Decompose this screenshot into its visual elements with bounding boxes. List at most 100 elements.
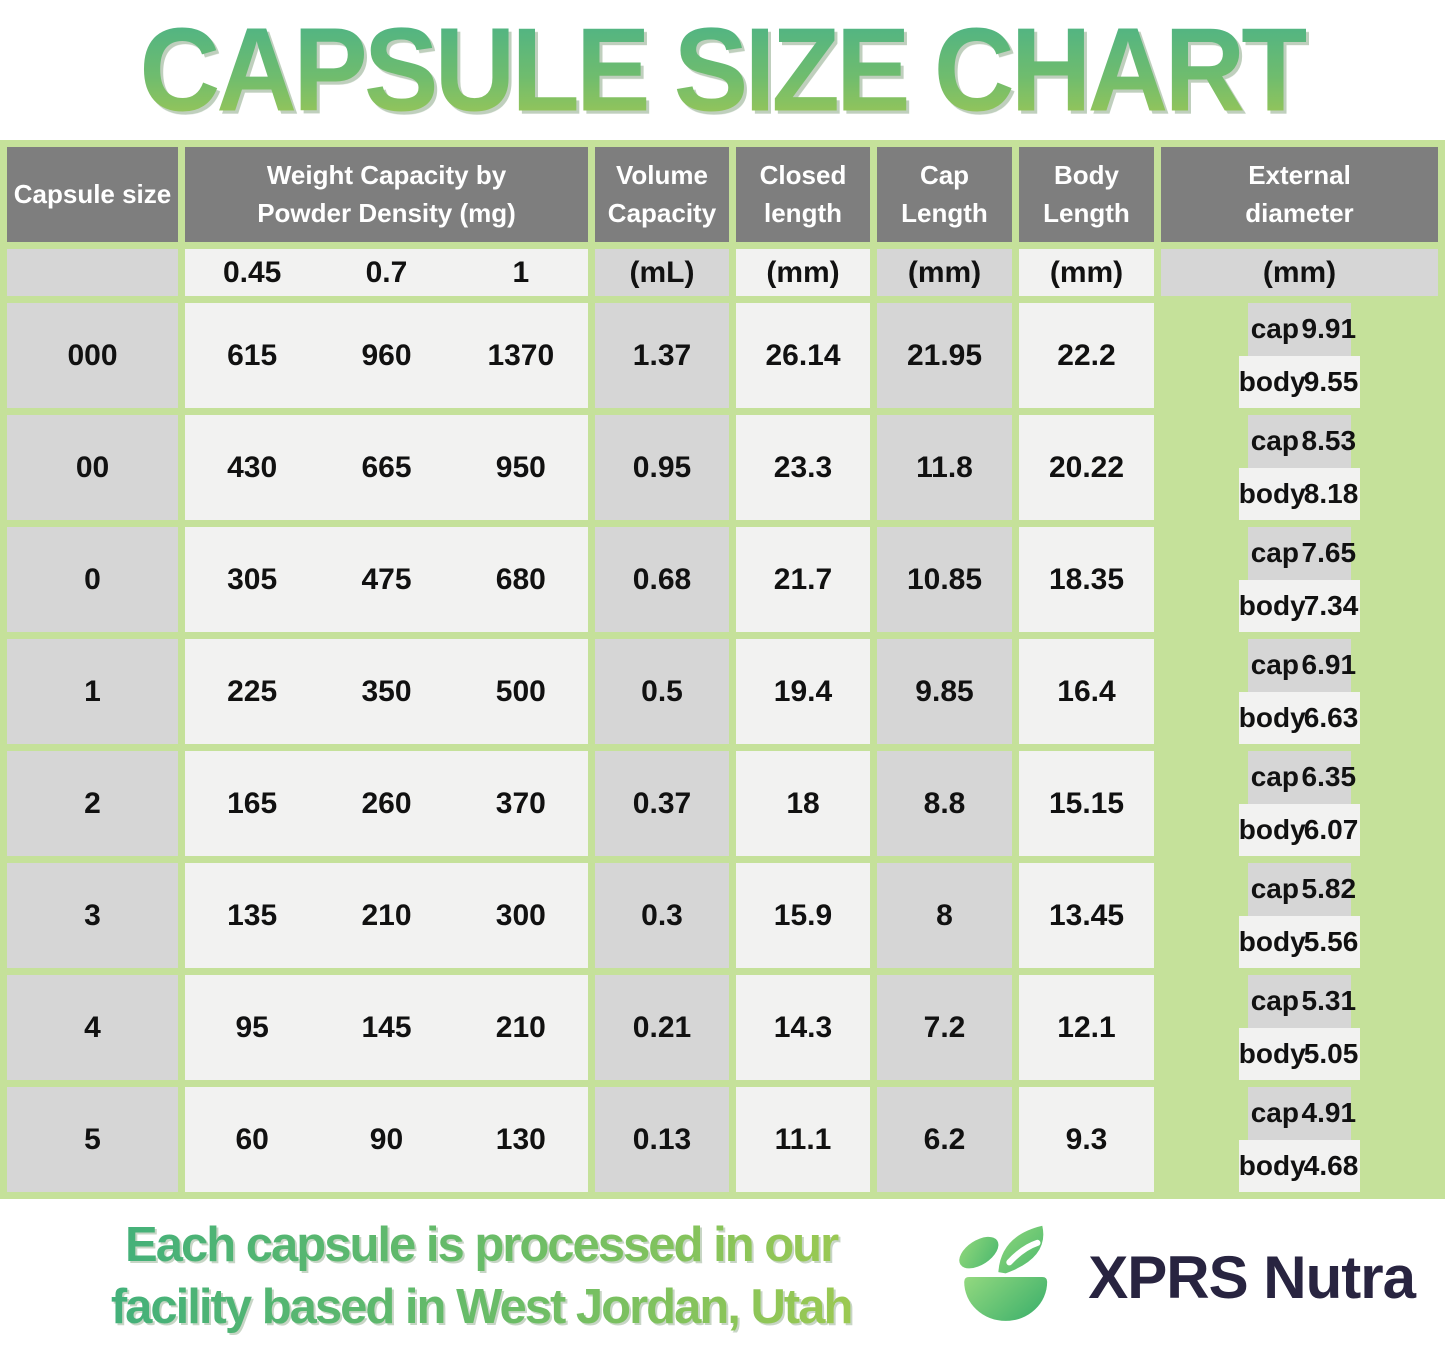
cap-length-cell: 7.2 xyxy=(877,975,1012,1080)
capsule-size-cell: 00 xyxy=(7,415,178,520)
page-title: CAPSULE SIZE CHART xyxy=(139,3,1309,136)
weight-value: 95 xyxy=(235,1010,269,1044)
weight-value: 430 xyxy=(227,450,278,484)
header-closed-length: Closed length xyxy=(736,147,870,242)
cap-length-cell: 11.8 xyxy=(877,415,1012,520)
weight-capacity-cell: 225 350 500 xyxy=(185,639,588,744)
weight-capacity-cell: 305 475 680 xyxy=(185,527,588,632)
weight-value: 130 xyxy=(495,1122,546,1156)
table-header-row: Capsule size Weight Capacity by Powder D… xyxy=(7,147,1438,242)
header-external-diameter: External diameter xyxy=(1161,147,1438,242)
external-diameter-body: body 6.07 xyxy=(1238,803,1361,856)
external-diameter-cell: cap 4.91 body 4.68 xyxy=(1161,1087,1438,1192)
ext-value: 4.91 xyxy=(1301,1097,1357,1129)
ext-value: 8.18 xyxy=(1303,477,1359,509)
ext-value: 6.63 xyxy=(1303,701,1359,733)
body-length-cell: 18.35 xyxy=(1019,527,1154,632)
weight-value: 210 xyxy=(495,1010,546,1044)
cap-length-cell: 9.85 xyxy=(877,639,1012,744)
weight-value: 145 xyxy=(361,1010,412,1044)
ext-label: body xyxy=(1238,925,1306,957)
header-weight-capacity: Weight Capacity by Powder Density (mg) xyxy=(185,147,588,242)
weight-value: 475 xyxy=(361,562,412,596)
cap-length-cell: 8 xyxy=(877,863,1012,968)
cap-length-cell: 21.95 xyxy=(877,303,1012,408)
table-row-size-1: 1 225 350 500 0.5 19.4 9.85 16.4 cap 6.91 body 6.63 xyxy=(7,639,1438,744)
units-closed-cell: (mm) xyxy=(736,249,870,296)
volume-capacity-cell: 0.68 xyxy=(595,527,729,632)
ext-label: cap xyxy=(1250,985,1299,1017)
weight-value: 370 xyxy=(495,786,546,820)
weight-value: 350 xyxy=(361,674,412,708)
ext-label: body xyxy=(1238,701,1306,733)
weight-value: 135 xyxy=(227,898,278,932)
units-density-cell: 0.45 0.7 1 xyxy=(185,249,588,296)
ext-label: body xyxy=(1238,365,1306,397)
external-diameter-cell: cap 7.65 body 7.34 xyxy=(1161,527,1438,632)
closed-length-cell: 11.1 xyxy=(736,1087,870,1192)
units-cap-cell: (mm) xyxy=(877,249,1012,296)
volume-capacity-cell: 0.95 xyxy=(595,415,729,520)
header-volume-capacity: Volume Capacity xyxy=(595,147,729,242)
ext-label: body xyxy=(1238,477,1306,509)
table-row-size-00: 00 430 665 950 0.95 23.3 11.8 20.22 cap 8.53 body 8… xyxy=(7,415,1438,520)
external-diameter-body: body 4.68 xyxy=(1238,1139,1361,1192)
capsule-size-cell: 3 xyxy=(7,863,178,968)
weight-capacity-cell: 430 665 950 xyxy=(185,415,588,520)
header-body-length: Body Length xyxy=(1019,147,1154,242)
units-body-cell: (mm) xyxy=(1019,249,1154,296)
weight-value: 300 xyxy=(495,898,546,932)
brand-name: XPRS Nutra xyxy=(1088,1243,1416,1311)
weight-capacity-cell: 60 90 130 xyxy=(185,1087,588,1192)
closed-length-cell: 21.7 xyxy=(736,527,870,632)
table-row-size-3: 3 135 210 300 0.3 15.9 8 13.45 cap 5.82 body 5.56 xyxy=(7,863,1438,968)
ext-value: 8.53 xyxy=(1301,425,1357,457)
weight-value: 1370 xyxy=(487,338,555,372)
table-row-size-000: 000 615 960 1370 1.37 26.14 21.95 22.2 cap 9.91 bo… xyxy=(7,303,1438,408)
table-row-size-4: 4 95 145 210 0.21 14.3 7.2 12.1 cap 5.31 body 5.05 xyxy=(7,975,1438,1080)
volume-capacity-cell: 1.37 xyxy=(595,303,729,408)
external-diameter-cell: cap 6.35 body 6.07 xyxy=(1161,751,1438,856)
volume-capacity-cell: 0.5 xyxy=(595,639,729,744)
volume-capacity-cell: 0.13 xyxy=(595,1087,729,1192)
ext-value: 6.35 xyxy=(1301,761,1357,793)
ext-value: 5.05 xyxy=(1303,1037,1359,1069)
weight-value: 680 xyxy=(495,562,546,596)
ext-value: 5.56 xyxy=(1303,925,1359,957)
closed-length-cell: 18 xyxy=(736,751,870,856)
units-empty-cell xyxy=(7,249,178,296)
body-length-cell: 12.1 xyxy=(1019,975,1154,1080)
external-diameter-cap: cap 5.82 xyxy=(1248,863,1356,916)
ext-label: cap xyxy=(1250,313,1299,345)
external-diameter-body: body 9.55 xyxy=(1238,355,1361,408)
weight-value: 60 xyxy=(235,1122,269,1156)
tagline-line-1: Each capsule is processed in our xyxy=(125,1218,838,1273)
weight-value: 260 xyxy=(361,786,412,820)
external-diameter-cap: cap 6.91 xyxy=(1248,639,1357,692)
ext-value: 7.65 xyxy=(1301,537,1357,569)
body-length-cell: 16.4 xyxy=(1019,639,1154,744)
cap-length-cell: 10.85 xyxy=(877,527,1012,632)
units-external-cell: (mm) xyxy=(1161,249,1438,296)
header-cap-length: Cap Length xyxy=(877,147,1012,242)
ext-value: 9.91 xyxy=(1301,313,1357,345)
external-diameter-cap: cap 9.91 xyxy=(1248,303,1357,356)
brand-logo: XPRS Nutra xyxy=(952,1216,1416,1338)
ext-value: 7.34 xyxy=(1303,589,1359,621)
ext-value: 6.91 xyxy=(1301,649,1357,681)
external-diameter-cap: cap 6.35 xyxy=(1248,751,1357,804)
capsule-size-table: Capsule size Weight Capacity by Powder D… xyxy=(0,140,1445,1199)
ext-label: cap xyxy=(1250,537,1299,569)
volume-capacity-cell: 0.3 xyxy=(595,863,729,968)
closed-length-cell: 15.9 xyxy=(736,863,870,968)
closed-length-cell: 19.4 xyxy=(736,639,870,744)
table-row-size-0: 0 305 475 680 0.68 21.7 10.85 18.35 cap 7.65 body 7… xyxy=(7,527,1438,632)
ext-label: cap xyxy=(1250,761,1299,793)
body-length-cell: 13.45 xyxy=(1019,863,1154,968)
external-diameter-body: body 8.18 xyxy=(1238,467,1361,520)
table-row-size-5: 5 60 90 130 0.13 11.1 6.2 9.3 cap 4.91 body 4.68 xyxy=(7,1087,1438,1192)
weight-value: 210 xyxy=(361,898,412,932)
external-diameter-cap: cap 4.91 xyxy=(1248,1087,1357,1140)
ext-value: 9.55 xyxy=(1303,365,1359,397)
